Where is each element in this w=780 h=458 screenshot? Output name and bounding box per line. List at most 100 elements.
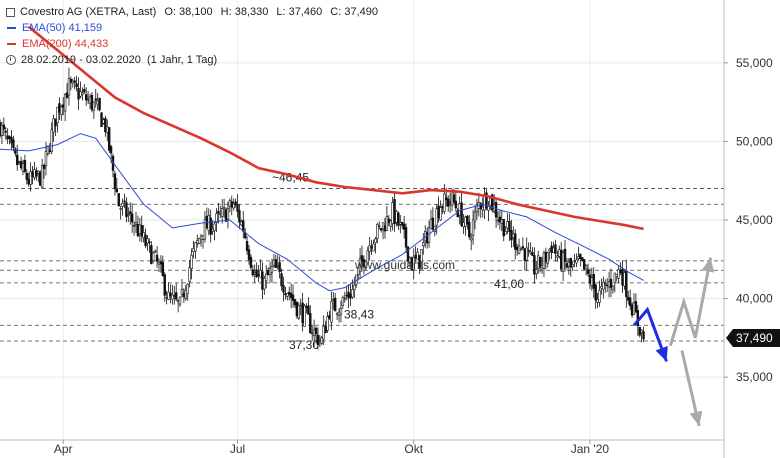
- candle-body-259: [494, 202, 498, 218]
- candle-body-299: [571, 264, 574, 267]
- candle-body-267: [510, 230, 513, 241]
- candle-body-336: [642, 331, 645, 340]
- candle-body-56: [106, 126, 109, 133]
- candle-body-162: [309, 313, 312, 334]
- candle-body-159: [303, 305, 306, 327]
- candle-body-279: [533, 255, 536, 275]
- candle-body-248: [473, 211, 477, 222]
- candle-body-176: [335, 312, 339, 315]
- candle-body-45: [84, 94, 88, 101]
- candle-body-236: [450, 191, 454, 206]
- candle-body-119: [226, 208, 230, 220]
- candle-body-199: [379, 228, 383, 231]
- candle-body-256: [489, 197, 492, 206]
- candle-body-147: [280, 273, 283, 287]
- candle-body-88: [167, 291, 170, 300]
- candle-body-285: [544, 252, 548, 263]
- candle-body-111: [211, 228, 214, 232]
- clock-icon: [6, 55, 16, 65]
- y-tick-label-2: 45,000: [736, 213, 773, 227]
- candle-body-229: [437, 205, 440, 218]
- candle-body-185: [353, 284, 356, 291]
- candle-body-306: [584, 265, 588, 270]
- candle-body-293: [559, 249, 563, 270]
- candle-body-278: [531, 252, 534, 256]
- candle-body-93: [176, 300, 180, 303]
- candle-body-202: [385, 216, 389, 231]
- x-tick-label-0: Apr: [54, 442, 73, 456]
- candle-body-60: [113, 173, 117, 189]
- candle-body-308: [588, 274, 592, 284]
- candle-body-266: [508, 221, 511, 233]
- y-tick-label-4: 55,000: [736, 56, 773, 70]
- candle-body-297: [567, 261, 571, 267]
- candle-body-118: [224, 209, 228, 222]
- candle-body-20: [37, 171, 40, 174]
- candle-body-314: [600, 285, 603, 289]
- chart-settings-icon[interactable]: [6, 7, 15, 17]
- candle-body-22: [40, 165, 44, 188]
- current-price-box: [726, 329, 780, 348]
- candle-body-110: [209, 217, 212, 235]
- candle-body-113: [215, 213, 218, 223]
- candle-body-40: [75, 83, 78, 88]
- candle-body-143: [272, 259, 276, 266]
- candle-body-296: [565, 263, 569, 268]
- candle-body-186: [355, 274, 358, 285]
- candle-body-96: [182, 292, 186, 298]
- legend-period[interactable]: 28.02.2019 - 03.02.2020 (1 Jahr, 1 Tag): [4, 52, 378, 68]
- candle-body-158: [301, 302, 304, 324]
- candle-body-243: [464, 216, 467, 227]
- candle-body-122: [232, 203, 235, 209]
- hline-label-5: 38,43: [344, 307, 374, 321]
- projection-arrowhead-0: [655, 346, 668, 362]
- candle-body-263: [502, 219, 505, 237]
- ema50-swatch: [7, 27, 16, 29]
- candle-body-120: [228, 200, 232, 207]
- candle-body-62: [117, 193, 120, 207]
- candle-body-260: [496, 219, 500, 222]
- candle-body-33: [62, 104, 65, 108]
- candle-body-142: [270, 266, 274, 273]
- candle-body-295: [563, 248, 567, 262]
- candle-body-139: [265, 273, 268, 282]
- candle-body-152: [289, 293, 293, 299]
- candle-body-197: [376, 224, 379, 239]
- candle-body-282: [538, 256, 542, 268]
- candle-body-170: [324, 326, 327, 334]
- candle-body-261: [498, 216, 502, 223]
- candle-body-230: [439, 207, 442, 221]
- legend-ema50[interactable]: EMA(50) 41,159: [4, 20, 378, 36]
- candle-body-175: [333, 297, 337, 312]
- candle-body-265: [506, 221, 509, 229]
- candle-body-71: [134, 221, 138, 225]
- candle-body-196: [374, 238, 377, 244]
- candle-body-49: [92, 101, 96, 111]
- candle-body-30: [56, 106, 59, 124]
- candle-body-66: [125, 202, 128, 218]
- y-tick-label-3: 50,000: [736, 134, 773, 148]
- candle-body-129: [245, 241, 249, 251]
- candle-body-206: [393, 198, 396, 225]
- candle-body-311: [594, 284, 597, 301]
- candle-body-91: [173, 295, 176, 297]
- candle-body-322: [615, 274, 618, 277]
- candle-body-15: [27, 179, 30, 185]
- candle-body-226: [431, 217, 435, 230]
- candle-body-194: [370, 245, 373, 249]
- x-tick-label-1: Jul: [230, 442, 245, 456]
- candle-body-201: [383, 225, 387, 232]
- candle-body-231: [441, 205, 444, 209]
- x-tick-label-2: Okt: [404, 442, 423, 456]
- candle-body-70: [132, 225, 136, 227]
- candle-body-105: [199, 235, 203, 240]
- period-note: (1 Jahr, 1 Tag): [147, 54, 218, 66]
- candle-body-3: [4, 130, 7, 133]
- legend-title-row: Covestro AG (XETRA, Last) O: 38,100 H: 3…: [4, 4, 378, 20]
- candle-body-26: [48, 149, 51, 152]
- legend-ema200[interactable]: EMA(200) 44,433: [4, 36, 378, 52]
- ema50-line: [0, 133, 644, 292]
- candle-body-312: [596, 299, 599, 303]
- low-value: 37,460: [288, 6, 323, 18]
- candle-body-145: [276, 265, 279, 268]
